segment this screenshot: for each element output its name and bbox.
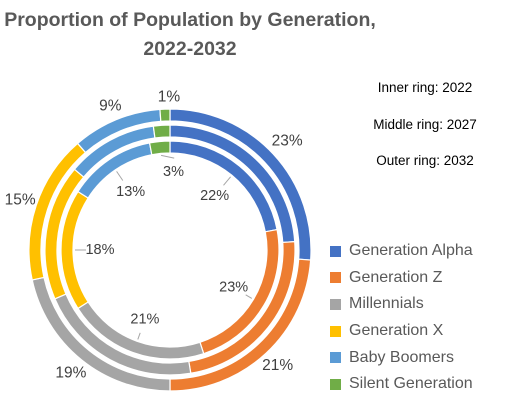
legend-swatch-generation-x xyxy=(330,325,341,337)
legend-label-generation-z: Generation Z xyxy=(349,268,443,286)
legend-swatch-millennials xyxy=(330,298,341,310)
slice-inner-silent-generation xyxy=(148,140,171,156)
legend-label-generation-alpha: Generation Alpha xyxy=(349,242,473,260)
leader-line-inner-millennials xyxy=(137,332,141,340)
data-label-outer-generation-x: 15% xyxy=(5,192,36,209)
leader-line-inner-silent-generation xyxy=(160,154,175,159)
note-inner-ring: Inner ring: 2022 xyxy=(377,80,473,95)
data-label-inner-silent-generation: 3% xyxy=(163,164,184,180)
legend-item-millennials: Millennials xyxy=(330,291,473,318)
legend-label-baby-boomers: Baby Boomers xyxy=(349,348,454,366)
chart-title-line-1: Proportion of Population by Generation, xyxy=(4,9,376,31)
slice-outer-silent-generation xyxy=(159,108,171,122)
data-label-inner-generation-alpha: 22% xyxy=(200,188,229,204)
legend-item-generation-x: Generation X xyxy=(330,318,473,345)
legend-item-baby-boomers: Baby Boomers xyxy=(330,344,473,371)
note-middle-ring: Middle ring: 2027 xyxy=(373,117,477,132)
legend-label-millennials: Millennials xyxy=(349,295,424,313)
data-label-outer-silent-generation: 1% xyxy=(158,89,181,106)
legend-item-generation-z: Generation Z xyxy=(330,265,473,292)
slice-middle-silent-generation xyxy=(152,124,171,139)
chart-title-line-2: 2022-2032 xyxy=(143,38,237,60)
legend-swatch-generation-alpha xyxy=(330,245,341,257)
data-label-outer-generation-alpha: 23% xyxy=(272,133,303,150)
legend-swatch-generation-z xyxy=(330,272,341,284)
legend-label-generation-x: Generation X xyxy=(349,322,444,340)
data-label-outer-baby-boomers: 9% xyxy=(99,97,122,114)
leader-line-inner-generation-z xyxy=(245,294,253,299)
chart-title: Proportion of Population by Generation, … xyxy=(0,6,380,64)
legend: Generation Alpha Generation Z Millennials G… xyxy=(330,238,473,398)
legend-item-silent-generation: Silent Generation xyxy=(330,371,473,398)
data-label-inner-generation-x: 18% xyxy=(85,242,114,258)
leader-line-inner-generation-alpha xyxy=(223,176,231,186)
data-label-outer-millennials: 19% xyxy=(55,365,86,382)
data-label-inner-millennials: 21% xyxy=(130,312,159,328)
legend-swatch-silent-generation xyxy=(330,378,341,390)
legend-item-generation-alpha: Generation Alpha xyxy=(330,238,473,265)
note-outer-ring: Outer ring: 2032 xyxy=(376,153,474,168)
legend-swatch-baby-boomers xyxy=(330,352,341,364)
data-label-outer-generation-z: 21% xyxy=(262,357,293,374)
data-label-inner-baby-boomers: 13% xyxy=(116,184,145,200)
legend-label-silent-generation: Silent Generation xyxy=(349,375,473,393)
leader-line-inner-baby-boomers xyxy=(116,171,124,181)
data-label-inner-generation-z: 23% xyxy=(219,280,248,296)
